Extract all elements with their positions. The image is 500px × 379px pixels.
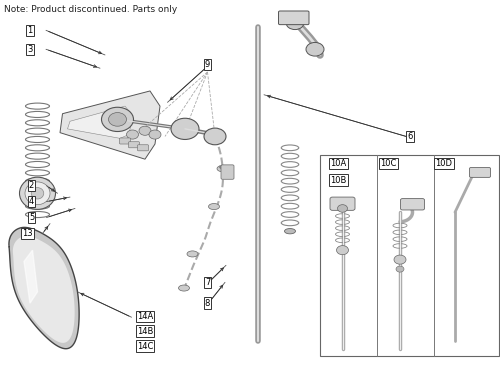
FancyBboxPatch shape — [330, 197, 355, 210]
Text: 14C: 14C — [137, 341, 153, 351]
Text: 1: 1 — [28, 26, 32, 35]
FancyBboxPatch shape — [138, 145, 148, 151]
Text: 2: 2 — [29, 181, 34, 190]
FancyBboxPatch shape — [120, 138, 130, 144]
Ellipse shape — [20, 177, 56, 209]
Ellipse shape — [187, 251, 198, 257]
Circle shape — [149, 130, 161, 139]
Text: 4: 4 — [29, 197, 34, 206]
Circle shape — [102, 107, 134, 132]
Text: Note: Product discontinued. Parts only: Note: Product discontinued. Parts only — [4, 5, 177, 14]
Polygon shape — [60, 91, 160, 159]
FancyBboxPatch shape — [128, 142, 140, 148]
Text: 7: 7 — [205, 278, 210, 287]
Circle shape — [171, 118, 199, 139]
Circle shape — [306, 42, 324, 56]
Text: 6: 6 — [408, 132, 412, 141]
Text: 14B: 14B — [137, 327, 153, 336]
Text: 10B: 10B — [330, 175, 346, 185]
Text: 5: 5 — [29, 213, 34, 222]
Polygon shape — [13, 236, 74, 343]
Circle shape — [286, 16, 304, 30]
FancyBboxPatch shape — [320, 155, 499, 356]
FancyBboxPatch shape — [470, 168, 490, 177]
Ellipse shape — [284, 229, 296, 234]
Text: 13: 13 — [22, 229, 33, 238]
Polygon shape — [68, 106, 132, 138]
Text: 10A: 10A — [330, 159, 346, 168]
FancyBboxPatch shape — [400, 199, 424, 210]
Ellipse shape — [25, 182, 50, 205]
Text: 10C: 10C — [380, 159, 396, 168]
Circle shape — [139, 126, 151, 135]
FancyBboxPatch shape — [221, 165, 234, 179]
Polygon shape — [9, 227, 79, 349]
Text: 9: 9 — [205, 60, 210, 69]
FancyBboxPatch shape — [278, 11, 309, 25]
Text: 10D: 10D — [436, 159, 452, 168]
Circle shape — [108, 113, 126, 126]
Circle shape — [338, 205, 347, 212]
Text: 3: 3 — [28, 45, 32, 54]
Circle shape — [204, 128, 226, 145]
Ellipse shape — [178, 285, 190, 291]
Circle shape — [394, 255, 406, 264]
Ellipse shape — [31, 188, 44, 199]
Circle shape — [396, 266, 404, 272]
Ellipse shape — [208, 204, 220, 210]
Ellipse shape — [217, 166, 228, 172]
Polygon shape — [24, 250, 38, 303]
Text: 8: 8 — [205, 299, 210, 308]
Circle shape — [336, 246, 348, 255]
Text: 14A: 14A — [137, 312, 153, 321]
Circle shape — [126, 130, 138, 139]
